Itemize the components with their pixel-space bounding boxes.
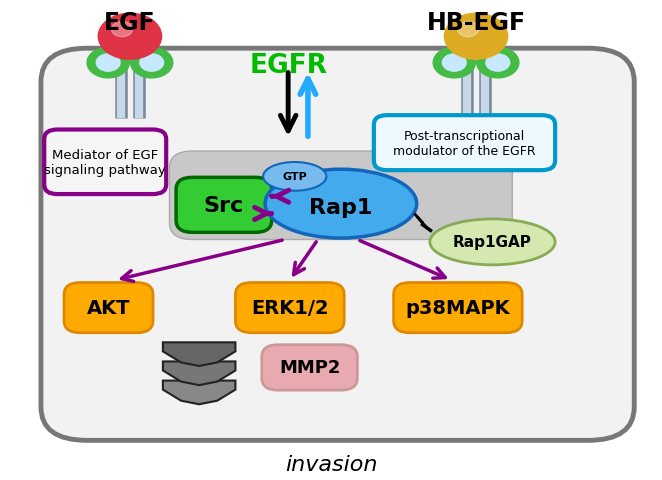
FancyBboxPatch shape	[374, 116, 555, 171]
Circle shape	[96, 55, 120, 72]
Circle shape	[130, 48, 173, 79]
Circle shape	[457, 23, 479, 37]
Ellipse shape	[265, 170, 416, 239]
Text: HB-EGF: HB-EGF	[426, 11, 526, 35]
Circle shape	[140, 55, 164, 72]
FancyBboxPatch shape	[169, 152, 512, 240]
Text: Mediator of EGF
signaling pathway: Mediator of EGF signaling pathway	[44, 148, 166, 177]
Text: GTP: GTP	[283, 172, 307, 182]
Polygon shape	[163, 343, 236, 366]
Text: AKT: AKT	[87, 299, 130, 317]
Text: ERK1/2: ERK1/2	[251, 299, 328, 317]
Text: invasion: invasion	[285, 454, 377, 474]
Ellipse shape	[263, 163, 326, 192]
FancyBboxPatch shape	[176, 178, 271, 233]
FancyBboxPatch shape	[64, 283, 153, 333]
FancyBboxPatch shape	[261, 345, 357, 390]
Circle shape	[111, 23, 132, 37]
Text: Rap1: Rap1	[309, 198, 373, 218]
FancyBboxPatch shape	[236, 283, 344, 333]
Text: p38MAPK: p38MAPK	[406, 299, 510, 317]
Circle shape	[444, 14, 508, 60]
FancyBboxPatch shape	[394, 283, 522, 333]
Polygon shape	[163, 362, 236, 385]
FancyBboxPatch shape	[41, 49, 634, 441]
Text: Src: Src	[204, 195, 244, 216]
Text: Rap1GAP: Rap1GAP	[453, 235, 532, 250]
Circle shape	[486, 55, 510, 72]
Text: MMP2: MMP2	[279, 359, 340, 377]
Text: EGFR: EGFR	[249, 53, 327, 79]
Text: Post-transcriptional
modulator of the EGFR: Post-transcriptional modulator of the EG…	[393, 130, 536, 157]
Circle shape	[477, 48, 519, 79]
Polygon shape	[163, 381, 236, 405]
FancyBboxPatch shape	[44, 130, 166, 195]
Circle shape	[98, 14, 162, 60]
Circle shape	[433, 48, 475, 79]
Text: EGF: EGF	[104, 11, 156, 35]
Ellipse shape	[430, 219, 555, 265]
Circle shape	[87, 48, 129, 79]
Circle shape	[442, 55, 466, 72]
